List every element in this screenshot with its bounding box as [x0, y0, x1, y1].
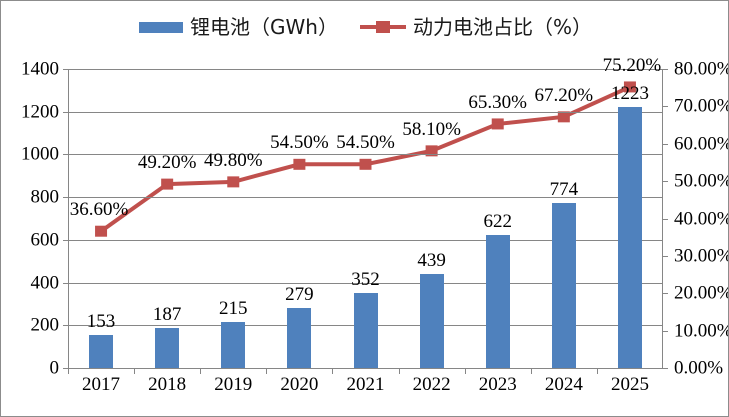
bar-value-label: 622 [483, 211, 512, 233]
bar-value-label: 774 [549, 178, 579, 200]
bar-2024[interactable] [551, 202, 576, 368]
bar-value-label: 153 [86, 311, 116, 333]
bar-2019[interactable] [221, 322, 246, 368]
left-axis-tick [63, 69, 68, 70]
left-axis-tick [63, 154, 68, 156]
bar-value-label: 352 [351, 268, 380, 290]
category-axis-label: 2023 [478, 374, 517, 395]
bar-value-label: 1223 [610, 82, 649, 104]
left-axis-line [68, 69, 69, 369]
gridline [68, 239, 663, 241]
category-axis-label: 2022 [412, 374, 451, 395]
right-axis-tick [662, 69, 668, 70]
right-axis-tick [662, 368, 668, 369]
right-axis-tick-label: 20.00% [674, 282, 729, 304]
bar-2025[interactable] [617, 106, 642, 368]
line-value-label: 75.20% [602, 54, 662, 76]
right-axis-tick-label: 10.00% [674, 320, 729, 342]
line-value-label: 49.80% [203, 149, 263, 171]
line-square-marker-icon [359, 21, 406, 33]
right-axis-tick-label: 80.00% [674, 58, 729, 80]
left-axis-tick-label: 400 [30, 272, 60, 294]
line-series-path [95, 81, 636, 237]
left-axis-tick-label: 800 [30, 186, 60, 208]
line-value-label: 54.50% [270, 132, 329, 154]
bar-2020[interactable] [287, 308, 312, 368]
line-value-label: 67.20% [534, 84, 594, 106]
left-axis-tick [63, 282, 68, 284]
bar-2022[interactable] [419, 274, 444, 368]
bar-2018[interactable] [155, 328, 180, 368]
legend-label-line-series: 动力电池占比（%） [412, 15, 592, 39]
left-axis-tick-label: 1400 [21, 58, 59, 80]
right-axis-tick-label: 40.00% [674, 208, 729, 229]
left-axis-tick [63, 325, 68, 327]
chart-legend: 锂电池（GWh） 动力电池占比（%） [1, 15, 728, 39]
line-value-label: 58.10% [402, 118, 461, 140]
category-axis-line [68, 368, 663, 369]
left-axis-tick [63, 368, 68, 369]
right-axis-tick-label: 0.00% [674, 357, 724, 379]
right-axis-tick-label: 30.00% [674, 245, 729, 267]
right-axis-tick [662, 255, 668, 257]
category-axis-label: 2024 [544, 374, 583, 395]
bar-2017[interactable] [89, 335, 114, 368]
right-axis-tick [662, 181, 668, 183]
right-axis-tick [662, 143, 668, 145]
right-axis-tick [662, 218, 668, 220]
category-axis-tick [266, 368, 268, 374]
bar-value-label: 215 [219, 298, 248, 320]
gridline [68, 111, 663, 113]
plot-area: 0 200 400 600 800 1000 1200 1400 0.00% 10.00% 20.0… [21, 56, 728, 394]
category-axis-tick [134, 368, 136, 374]
left-axis-tick [63, 239, 68, 241]
right-axis-tick-label: 70.00% [674, 95, 729, 117]
category-axis-tick [200, 368, 202, 374]
category-axis-tick [464, 368, 466, 374]
legend-label-bar-series: 锂电池（GWh） [190, 15, 338, 39]
right-axis-tick [662, 330, 668, 332]
legend-item-bar-series[interactable]: 锂电池（GWh） [139, 17, 338, 37]
line-value-label: 49.20% [137, 152, 197, 174]
left-axis-tick-label: 0 [49, 357, 60, 379]
category-axis-label: 2020 [280, 374, 319, 395]
category-axis-label: 2018 [148, 374, 187, 395]
left-axis-tick-label: 200 [30, 314, 60, 336]
left-axis-tick-label: 600 [30, 229, 60, 251]
left-axis-tick-label: 1000 [21, 143, 59, 165]
right-axis-tick [662, 106, 668, 108]
gridline [68, 282, 663, 284]
category-axis-tick [596, 368, 598, 374]
line-value-label: 65.30% [468, 91, 528, 113]
left-axis-tick [63, 111, 68, 113]
right-axis-tick [662, 293, 668, 295]
line-value-label: 36.60% [69, 199, 129, 221]
bar-value-label: 439 [417, 250, 446, 272]
gridline [68, 69, 663, 70]
bar-2023[interactable] [485, 235, 510, 368]
category-axis-label: 2021 [346, 374, 385, 395]
line-value-label: 54.50% [336, 132, 395, 154]
right-axis-tick-label: 60.00% [674, 133, 729, 155]
category-axis-label: 2019 [214, 374, 253, 395]
category-axis-label: 2017 [82, 374, 121, 395]
bar-value-label: 279 [285, 284, 314, 306]
bar-swatch-icon [139, 21, 184, 33]
category-axis-label: 2025 [610, 374, 649, 395]
right-axis-tick-label: 50.00% [674, 170, 729, 192]
gridline [68, 197, 663, 199]
gridline [68, 154, 663, 156]
category-axis-tick [398, 368, 400, 374]
category-axis-tick [68, 368, 69, 374]
legend-item-line-series[interactable]: 动力电池占比（%） [359, 15, 592, 39]
category-axis-tick [530, 368, 532, 374]
left-axis-tick-label: 1200 [21, 101, 59, 123]
bar-2021[interactable] [353, 292, 378, 368]
bar-value-label: 187 [152, 304, 182, 326]
left-axis-tick [63, 197, 68, 199]
category-axis-tick [332, 368, 334, 374]
